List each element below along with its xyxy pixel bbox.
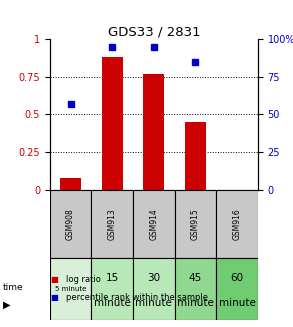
Text: minute: minute bbox=[135, 298, 172, 308]
Text: 60: 60 bbox=[231, 273, 243, 283]
Bar bbox=[91, 190, 133, 258]
Bar bbox=[175, 258, 216, 320]
Text: GSM913: GSM913 bbox=[108, 208, 117, 240]
Title: GDS33 / 2831: GDS33 / 2831 bbox=[108, 25, 200, 38]
Bar bbox=[216, 258, 258, 320]
Text: GSM914: GSM914 bbox=[149, 208, 158, 240]
Text: percentile rank within the sample: percentile rank within the sample bbox=[66, 293, 208, 302]
Text: GSM908: GSM908 bbox=[66, 208, 75, 240]
Text: minute: minute bbox=[94, 298, 131, 308]
Bar bbox=[133, 258, 175, 320]
Text: minute: minute bbox=[177, 298, 214, 308]
Bar bbox=[60, 178, 81, 190]
Text: 30: 30 bbox=[147, 273, 160, 283]
Text: ▶: ▶ bbox=[3, 300, 11, 310]
Text: 15: 15 bbox=[105, 273, 119, 283]
Text: 45: 45 bbox=[189, 273, 202, 283]
Bar bbox=[185, 122, 206, 190]
Text: ■: ■ bbox=[50, 275, 58, 284]
Text: GSM916: GSM916 bbox=[233, 208, 241, 240]
Bar bbox=[102, 57, 122, 190]
Bar bbox=[50, 190, 91, 258]
Text: ■: ■ bbox=[50, 293, 58, 302]
Bar bbox=[50, 258, 91, 320]
Bar bbox=[144, 74, 164, 190]
Text: minute: minute bbox=[219, 298, 255, 308]
Text: time: time bbox=[3, 283, 23, 292]
Bar bbox=[175, 190, 216, 258]
Bar bbox=[133, 190, 175, 258]
Text: 5 minute: 5 minute bbox=[55, 286, 86, 292]
Bar bbox=[216, 190, 258, 258]
Text: log ratio: log ratio bbox=[66, 275, 101, 284]
Text: GSM915: GSM915 bbox=[191, 208, 200, 240]
Bar bbox=[91, 258, 133, 320]
